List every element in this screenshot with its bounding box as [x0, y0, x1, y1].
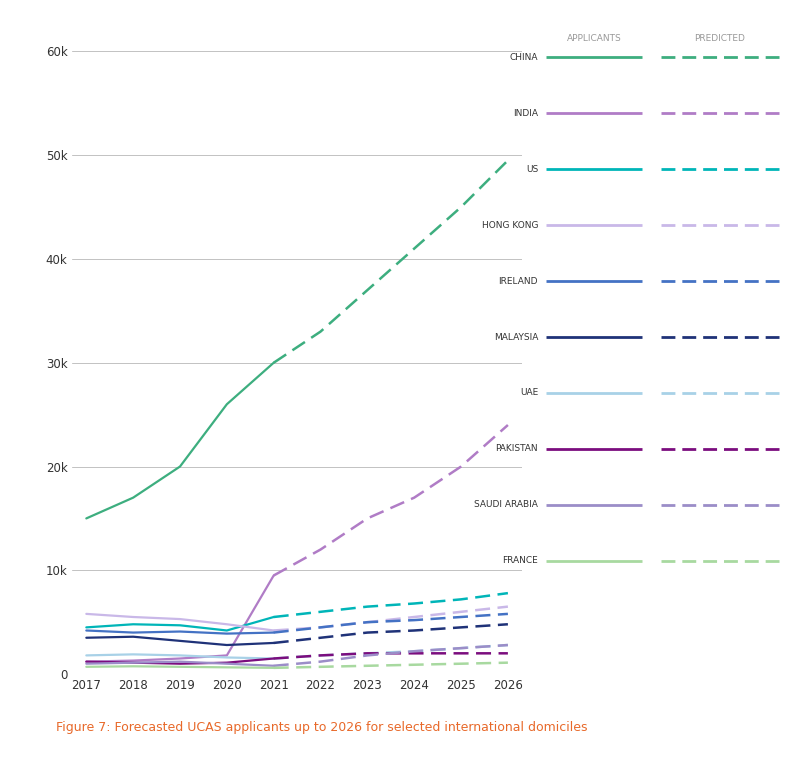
Text: FRANCE: FRANCE	[501, 556, 537, 565]
Text: PAKISTAN: PAKISTAN	[495, 444, 537, 453]
Text: US: US	[525, 165, 537, 174]
Text: UAE: UAE	[519, 388, 537, 398]
Text: CHINA: CHINA	[509, 53, 537, 62]
Text: APPLICANTS: APPLICANTS	[566, 34, 621, 44]
Text: PREDICTED: PREDICTED	[694, 34, 744, 44]
Text: MALAYSIA: MALAYSIA	[493, 332, 537, 342]
Text: IRELAND: IRELAND	[498, 277, 537, 286]
Text: SAUDI ARABIA: SAUDI ARABIA	[473, 500, 537, 509]
Text: INDIA: INDIA	[512, 109, 537, 118]
Text: HONG KONG: HONG KONG	[481, 221, 537, 230]
Text: Figure 7: Forecasted UCAS applicants up to 2026 for selected international domic: Figure 7: Forecasted UCAS applicants up …	[56, 721, 587, 734]
